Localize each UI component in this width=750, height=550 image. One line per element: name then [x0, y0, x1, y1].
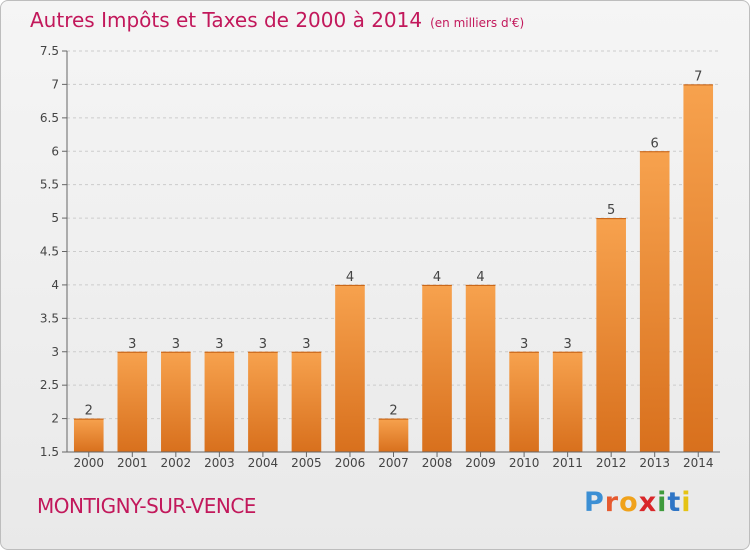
bar-value-label: 5: [607, 203, 615, 218]
bar-value-label: 3: [563, 337, 571, 352]
bar-value-label: 6: [651, 136, 659, 151]
logo-letter: i: [681, 487, 692, 518]
bar-value-label: 3: [172, 337, 180, 352]
x-tick-label: 2009: [465, 456, 496, 470]
y-tick-label: 7: [51, 77, 59, 91]
y-tick-label: 5.5: [40, 178, 59, 192]
x-tick-label: 2011: [552, 456, 583, 470]
bar-2006: [335, 284, 365, 452]
bar-value-label: 3: [259, 337, 267, 352]
logo-letter: t: [667, 487, 682, 518]
bar-value-label: 3: [520, 337, 528, 352]
bar-2008: [422, 284, 452, 452]
y-tick-label: 3.5: [40, 311, 59, 325]
chart-title-text: Autres Impôts et Taxes de 2000 à 2014: [30, 8, 423, 32]
y-tick-label: 7.5: [40, 44, 59, 58]
x-tick-label: 2010: [509, 456, 540, 470]
x-tick-label: 2008: [422, 456, 453, 470]
x-tick-label: 2012: [596, 456, 627, 470]
x-tick-label: 2014: [683, 456, 714, 470]
x-tick-label: 2003: [204, 456, 235, 470]
bar-2001: [117, 351, 148, 452]
bar-2012: [596, 218, 626, 452]
bar-value-label: 4: [346, 270, 354, 285]
y-tick-label: 6: [51, 144, 59, 158]
bar-2009: [465, 284, 496, 452]
bar-value-label: 3: [302, 337, 310, 352]
bar-2005: [291, 351, 322, 452]
logo-letter: o: [619, 487, 639, 518]
bar-value-label: 3: [128, 337, 136, 352]
y-tick-label: 5: [51, 211, 59, 225]
x-tick-label: 2001: [117, 456, 148, 470]
logo-letter: i: [657, 487, 668, 518]
logo-letter: r: [604, 487, 620, 518]
bar-value-label: 2: [389, 404, 397, 419]
x-tick-label: 2005: [291, 456, 322, 470]
y-tick-label: 4: [51, 278, 59, 292]
bar-value-label: 3: [215, 337, 223, 352]
bar-value-label: 4: [433, 270, 441, 285]
chart-title: Autres Impôts et Taxes de 2000 à 2014 (en…: [30, 8, 524, 32]
y-tick-label: 6.5: [40, 111, 59, 125]
x-tick-label: 2013: [639, 456, 670, 470]
x-tick-label: 2004: [248, 456, 279, 470]
proxiti-logo[interactable]: Proxiti: [584, 487, 692, 518]
x-tick-label: 2002: [161, 456, 192, 470]
logo-letter: P: [584, 487, 605, 518]
y-tick-label: 1.5: [40, 445, 59, 459]
bar-2014: [683, 84, 714, 453]
bar-2011: [552, 351, 583, 452]
bar-value-label: 4: [476, 270, 484, 285]
y-tick-label: 3: [51, 345, 59, 359]
bar-value-label: 7: [694, 69, 702, 84]
location-name: MONTIGNY-SUR-VENCE: [37, 494, 256, 518]
y-tick-label: 4.5: [40, 245, 59, 259]
bar-2007: [378, 418, 409, 452]
bars-layer: 2 3 3 3 3 3 4 2 4 4 3 3 5 6 7: [73, 69, 714, 453]
bar-value-label: 2: [85, 404, 93, 419]
bar-2004: [248, 351, 278, 452]
bar-2010: [509, 351, 539, 452]
bar-2003: [204, 351, 235, 452]
y-tick-label: 2: [51, 412, 59, 426]
x-tick-label: 2006: [335, 456, 366, 470]
x-tick-label: 2007: [378, 456, 409, 470]
logo-letter: x: [638, 487, 658, 518]
x-tick-label: 2000: [73, 456, 104, 470]
chart-subtitle: (en milliers d'€): [430, 16, 525, 30]
bar-2002: [161, 351, 191, 452]
bar-2000: [73, 418, 104, 452]
axis-layer: 1.5 2 2.5 3 3.5 4 4.5 5 5.5 6 6.5 7 7.5 2000 2001 2002 2…: [40, 44, 720, 470]
bar-2013: [639, 151, 670, 452]
y-tick-label: 2.5: [40, 378, 59, 392]
